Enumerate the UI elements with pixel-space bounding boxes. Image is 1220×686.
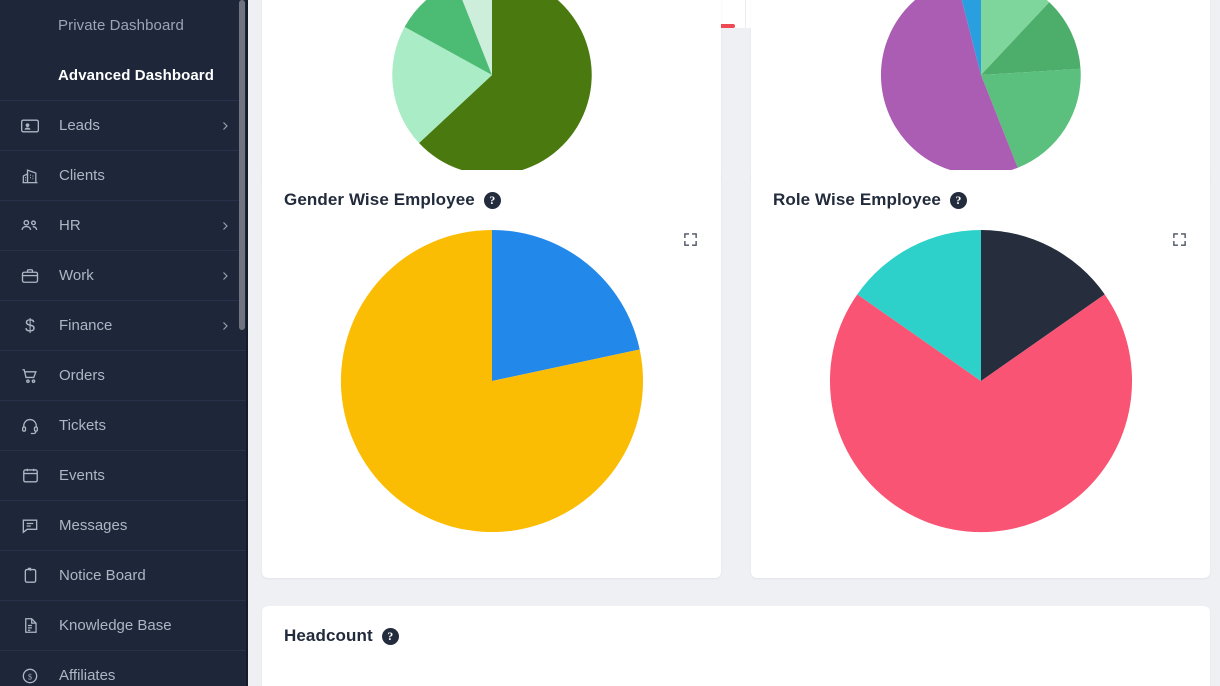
sidebar-item-work[interactable]: Work <box>0 250 248 300</box>
sidebar-item-events[interactable]: Events <box>0 450 248 500</box>
chevron-right-icon <box>218 269 232 283</box>
card-title: Headcount ? <box>262 606 1210 646</box>
sidebar-item-notice-board[interactable]: Notice Board <box>0 550 248 600</box>
briefcase-icon <box>18 264 42 288</box>
cart-icon <box>18 364 42 388</box>
id-card-icon <box>18 114 42 138</box>
top-left-pie-chart[interactable] <box>387 0 597 180</box>
card-title: Gender Wise Employee ? <box>262 170 721 210</box>
sidebar-item-knowledge-base[interactable]: Knowledge Base <box>0 600 248 650</box>
card-top-right-pie <box>751 0 1210 184</box>
sidebar-item-tickets[interactable]: Tickets <box>0 400 248 450</box>
gender-pie-wrap <box>262 210 721 540</box>
sidebar-item-label: Work <box>59 267 94 284</box>
sidebar-item-private-dashboard[interactable]: Private Dashboard <box>0 0 248 50</box>
role-pie-wrap <box>751 210 1210 540</box>
charts-row-main: Gender Wise Employee ? <box>262 170 1210 578</box>
document-icon <box>18 614 42 638</box>
sidebar-item-hr[interactable]: HR <box>0 200 248 250</box>
svg-text:$: $ <box>28 672 32 681</box>
sidebar-item-label: Knowledge Base <box>59 617 172 634</box>
people-icon <box>18 214 42 238</box>
sidebar-item-label: Clients <box>59 167 105 184</box>
clipboard-icon <box>18 564 42 588</box>
sidebar-scrollbar-thumb[interactable] <box>239 0 245 330</box>
calendar-icon <box>18 464 42 488</box>
expand-icon[interactable] <box>683 232 699 248</box>
charts-row-top <box>262 0 1210 184</box>
card-top-left-pie <box>262 0 721 184</box>
card-title: Role Wise Employee ? <box>751 170 1210 210</box>
sidebar-item-label: Events <box>59 467 105 484</box>
top-left-pie-wrap <box>262 0 721 180</box>
card-title-text: Role Wise Employee <box>773 190 941 209</box>
sidebar-item-orders[interactable]: Orders <box>0 350 248 400</box>
card-headcount: Headcount ? <box>262 606 1210 686</box>
card-gender-wise-employee: Gender Wise Employee ? <box>262 170 721 578</box>
help-icon[interactable]: ? <box>381 627 399 645</box>
sidebar-item-advanced-dashboard[interactable]: Advanced Dashboard <box>0 50 248 100</box>
sidebar-item-label: Notice Board <box>59 567 146 584</box>
dashboard-grid: Gender Wise Employee ? <box>262 0 1210 686</box>
sidebar-item-label: Advanced Dashboard <box>58 66 215 84</box>
top-right-pie-chart[interactable] <box>876 0 1086 180</box>
card-title-text: Gender Wise Employee <box>284 190 475 209</box>
sidebar-item-label: Affiliates <box>59 667 116 684</box>
card-role-wise-employee: Role Wise Employee ? <box>751 170 1210 578</box>
chevron-right-icon <box>218 219 232 233</box>
sidebar-item-messages[interactable]: Messages <box>0 500 248 550</box>
sidebar-item-label: Tickets <box>59 417 106 434</box>
sidebar: Private Dashboard Advanced Dashboard Lea… <box>0 0 248 686</box>
expand-icon[interactable] <box>1172 232 1188 248</box>
chat-icon <box>18 514 42 538</box>
role-wise-employee-pie[interactable] <box>822 222 1140 540</box>
sidebar-item-label: Finance <box>59 317 113 334</box>
sidebar-scrollbar[interactable] <box>239 0 245 686</box>
sidebar-item-label: Private Dashboard <box>58 16 184 34</box>
help-icon[interactable]: ? <box>949 191 967 209</box>
help-icon[interactable]: ? <box>483 191 501 209</box>
sidebar-item-label: Messages <box>59 517 128 534</box>
sidebar-item-leads[interactable]: Leads <box>0 100 248 150</box>
card-title-text: Headcount <box>284 626 373 645</box>
dollar-circle-icon: $ <box>18 664 42 686</box>
chevron-right-icon <box>218 319 232 333</box>
sidebar-item-finance[interactable]: $ Finance <box>0 300 248 350</box>
chevron-right-icon <box>218 119 232 133</box>
sidebar-item-label: Orders <box>59 367 105 384</box>
top-right-pie-wrap <box>751 0 1210 180</box>
sidebar-item-label: Leads <box>59 117 100 134</box>
gender-wise-employee-pie[interactable] <box>333 222 651 540</box>
sidebar-item-clients[interactable]: Clients <box>0 150 248 200</box>
headcount-row: Headcount ? <box>262 606 1210 686</box>
dollar-icon: $ <box>24 315 35 336</box>
headset-icon <box>18 414 42 438</box>
building-icon <box>18 164 42 188</box>
main-content: Overview Project Client HR Ticket Financ… <box>248 0 1220 686</box>
sidebar-edge <box>246 0 248 686</box>
sidebar-item-label: HR <box>59 217 81 234</box>
sidebar-scroll-content: Private Dashboard Advanced Dashboard Lea… <box>0 0 248 686</box>
sidebar-item-affiliates[interactable]: $ Affiliates <box>0 650 248 686</box>
